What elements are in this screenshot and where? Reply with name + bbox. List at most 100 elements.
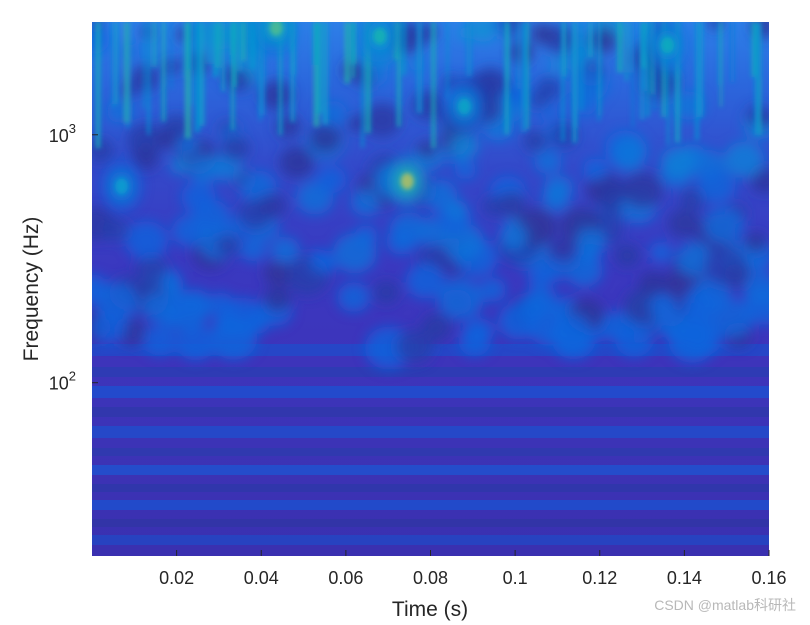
x-tick-label: 0.16 <box>751 568 786 588</box>
streak <box>631 22 635 127</box>
texture-blob <box>548 313 593 354</box>
streak <box>147 22 151 135</box>
streak <box>186 22 191 71</box>
texture-blob <box>482 195 507 217</box>
texture-blob <box>264 260 293 287</box>
x-tick-label: 0.02 <box>159 568 194 588</box>
streak <box>526 22 529 130</box>
streak <box>416 22 423 113</box>
streak <box>278 22 283 136</box>
streak <box>142 22 145 110</box>
streak <box>695 22 699 140</box>
texture-blob <box>675 242 714 277</box>
texture-blob <box>498 303 539 340</box>
x-tick-label: 0.08 <box>413 568 448 588</box>
texture-blob <box>703 206 745 244</box>
band-0 <box>92 465 769 475</box>
y-tick-label: 102 <box>49 369 76 394</box>
streak <box>206 22 213 64</box>
texture-blob <box>697 168 736 204</box>
texture-blob <box>175 134 199 156</box>
texture-blob <box>654 308 687 338</box>
texture-blob <box>710 298 754 338</box>
band-1 <box>92 484 769 492</box>
streak <box>402 22 406 76</box>
streak <box>674 22 681 143</box>
streak <box>561 22 565 142</box>
hotspot-3 <box>358 22 401 63</box>
texture-blob <box>479 277 506 303</box>
frequency-bands <box>92 344 769 545</box>
x-tick-label: 0.06 <box>328 568 363 588</box>
texture-blob <box>181 181 216 213</box>
texture-blob <box>623 172 663 209</box>
streak <box>361 22 364 148</box>
texture-blob <box>135 254 168 284</box>
texture-blob <box>724 141 764 178</box>
x-tick-label: 0.12 <box>582 568 617 588</box>
texture-blob <box>354 225 378 247</box>
band-7 <box>92 407 769 417</box>
streak <box>313 22 320 127</box>
streak <box>431 22 436 148</box>
texture-blob <box>535 76 562 101</box>
band-9 <box>92 367 769 377</box>
streak <box>230 22 235 130</box>
streak <box>751 22 758 77</box>
streak <box>344 22 350 84</box>
texture-blob <box>449 132 479 159</box>
texture-blob <box>373 280 399 304</box>
texture-blob <box>395 329 434 364</box>
texture-blob <box>525 285 558 314</box>
texture-blob <box>92 274 109 304</box>
streak <box>126 22 130 129</box>
streak <box>754 22 760 135</box>
streak <box>221 22 226 92</box>
texture-blob <box>309 124 342 154</box>
streak <box>641 22 647 69</box>
streak <box>239 22 246 61</box>
texture-blob <box>463 318 494 346</box>
streak <box>190 22 193 105</box>
texture-blob <box>614 244 640 267</box>
texture-blob <box>337 282 370 312</box>
texture-blob <box>744 232 767 253</box>
y-tick-label: 103 <box>49 121 76 146</box>
texture-blob <box>126 123 165 158</box>
texture-blob <box>279 146 315 178</box>
band-6 <box>92 426 769 438</box>
streak <box>646 22 650 117</box>
band-4 <box>92 535 769 545</box>
streak <box>316 22 322 114</box>
streak <box>260 22 265 116</box>
texture-blob <box>615 322 654 358</box>
texture-blob <box>162 114 191 141</box>
streak <box>516 22 519 89</box>
texture-blob <box>530 22 554 45</box>
streak <box>667 22 670 145</box>
streak <box>639 22 645 120</box>
texture-blob <box>125 221 168 260</box>
streak <box>625 22 628 81</box>
texture-blob <box>499 223 528 249</box>
texture-blob <box>679 187 706 212</box>
x-axis-label: Time (s) <box>392 598 468 621</box>
texture-blob <box>742 271 769 306</box>
texture-blob <box>682 287 719 322</box>
texture-blob <box>668 209 700 238</box>
y-axis-label: Frequency (Hz) <box>20 217 43 362</box>
streak <box>213 22 219 77</box>
streak <box>115 22 118 105</box>
texture-blob <box>347 115 365 132</box>
hotspot-2 <box>255 22 297 54</box>
hotspot-0 <box>386 155 429 208</box>
texture-blob <box>469 22 497 43</box>
texture-blob <box>270 236 300 264</box>
streak <box>446 22 449 99</box>
band-8 <box>92 386 769 398</box>
texture-blob <box>523 130 547 152</box>
streak <box>194 22 201 133</box>
texture-blob <box>132 145 160 171</box>
band-2 <box>92 500 769 510</box>
texture-blob <box>541 105 558 121</box>
